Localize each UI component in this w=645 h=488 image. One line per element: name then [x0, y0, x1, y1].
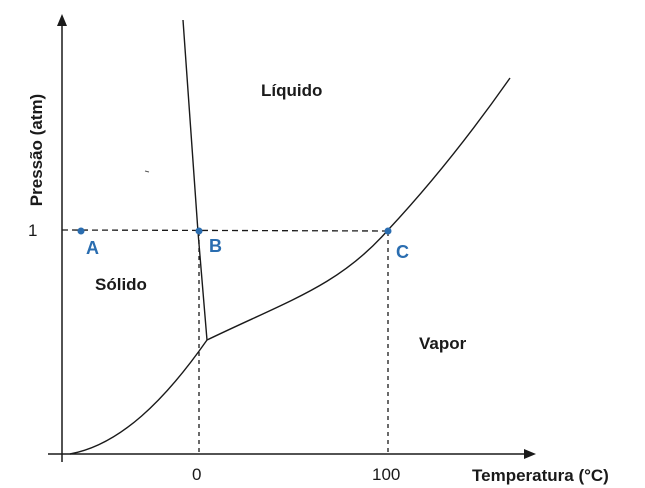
y-tick-label: 1	[28, 221, 37, 240]
fusion-curve	[182, 19, 208, 341]
pressure-1-dashed-line	[61, 229, 389, 232]
y-axis-arrow	[57, 14, 67, 26]
x-tick-label-100: 100	[372, 465, 400, 484]
x-axis-arrow	[524, 449, 536, 459]
point-c-label: C	[396, 242, 409, 262]
stray-mark	[144, 170, 150, 173]
x-tick-label-0: 0	[192, 465, 201, 484]
vapor-region-label: Vapor	[419, 334, 467, 353]
sublimation-curve	[69, 339, 208, 455]
point-c-marker	[384, 227, 392, 235]
solid-region-label: Sólido	[95, 275, 147, 294]
liquid-region-label: Líquido	[261, 81, 322, 100]
point-a-marker	[77, 227, 85, 235]
point-a-label: A	[86, 238, 99, 258]
x-axis-title: Temperatura (°C)	[472, 466, 609, 485]
y-axis-title: Pressão (atm)	[27, 94, 46, 206]
vaporization-curve	[206, 77, 511, 341]
point-b-marker	[195, 227, 203, 235]
point-b-label: B	[209, 236, 222, 256]
